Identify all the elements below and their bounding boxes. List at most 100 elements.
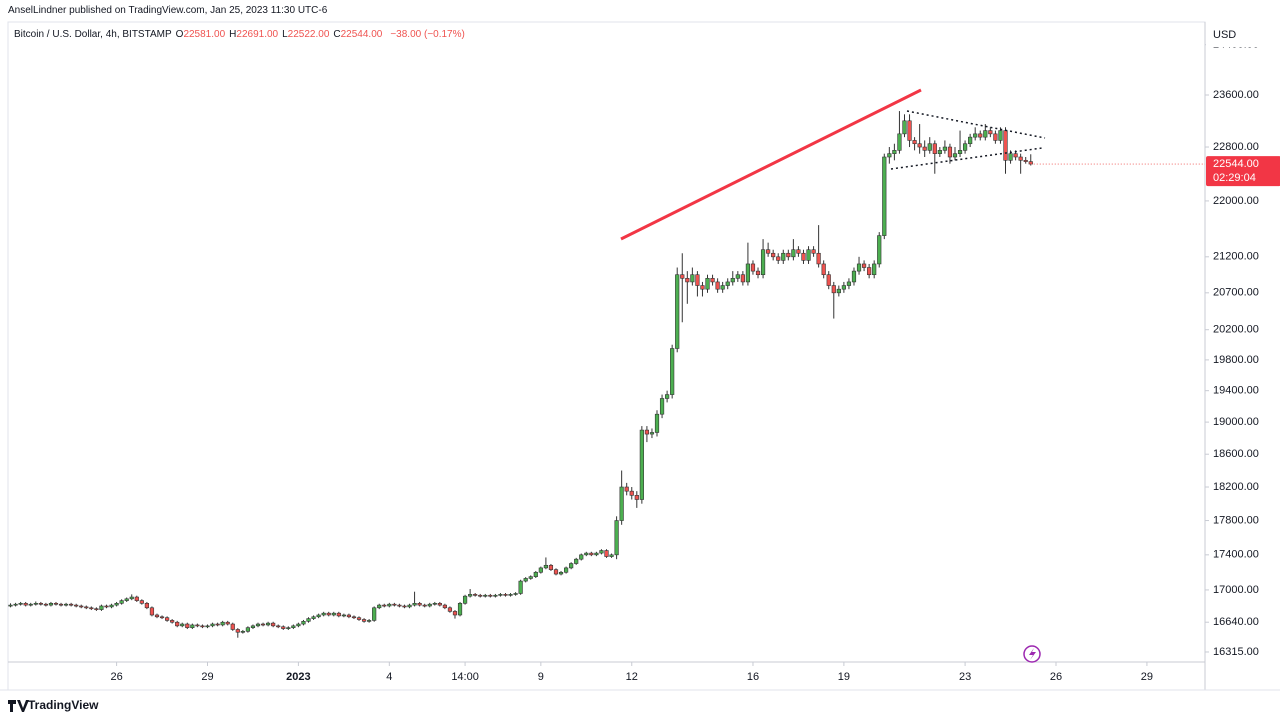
candle-body: [528, 576, 533, 579]
candle-body: [947, 146, 953, 158]
candle-body: [851, 270, 857, 283]
candle-body: [412, 602, 417, 606]
candle-body: [48, 602, 54, 606]
candle-body: [483, 594, 488, 597]
candle-body: [149, 607, 155, 616]
candle-body: [139, 600, 144, 604]
candle-body: [255, 623, 261, 627]
candle-body: [816, 252, 821, 265]
candle-body: [462, 595, 468, 604]
candle-body: [326, 612, 331, 616]
trend-line: [620, 88, 922, 241]
candle-body: [861, 263, 867, 268]
ohlc-key: L: [282, 29, 288, 40]
candle-body: [553, 569, 559, 575]
x-tick-label: 4: [386, 671, 392, 683]
candle-body: [856, 263, 862, 272]
y-tick-label: 19400.00: [1213, 385, 1259, 397]
candle-body: [1018, 156, 1023, 161]
candle-body: [442, 604, 447, 609]
candle-body: [993, 133, 998, 141]
y-tick-label: 20200.00: [1213, 324, 1259, 336]
alert-icon[interactable]: [1023, 645, 1041, 663]
candle-body: [523, 578, 528, 582]
candle-body: [791, 249, 796, 258]
candle-body: [43, 603, 48, 606]
candle-body: [897, 133, 902, 151]
candle-body: [427, 603, 432, 607]
candle-body: [99, 605, 104, 610]
price-ticks: 16315.00 16640.00 17000.00 17400.00 17800.00…: [1205, 39, 1259, 658]
ohlc-key: C: [333, 29, 341, 40]
candle-body: [766, 249, 771, 254]
x-tick-label: 19: [838, 671, 850, 683]
candle-body: [119, 600, 124, 604]
candle-body: [245, 627, 251, 632]
candle-body: [1008, 153, 1013, 161]
candle-body: [114, 602, 119, 606]
candle-body: [962, 143, 968, 151]
triangle-top: [906, 110, 1046, 139]
candle-body: [356, 617, 362, 620]
y-tick-label: 22800.00: [1213, 141, 1259, 153]
y-tick-label: 17400.00: [1213, 549, 1259, 561]
candle-body: [801, 252, 806, 261]
y-tick-label: 22000.00: [1213, 195, 1259, 207]
candle-body: [968, 136, 973, 145]
y-tick-label: 17000.00: [1213, 584, 1259, 596]
candle-body: [538, 567, 543, 573]
candle-body: [634, 495, 639, 500]
candle-body: [584, 552, 589, 556]
candle-body: [13, 603, 18, 606]
candle-body: [200, 625, 205, 628]
candle-body: [124, 598, 129, 601]
candle-body: [397, 604, 402, 607]
candle-body: [609, 554, 614, 557]
candle-body: [872, 263, 877, 276]
candle-body: [599, 550, 604, 554]
candle-body: [387, 603, 392, 607]
candle-body: [730, 278, 735, 283]
candle-body: [170, 620, 175, 623]
candle-body: [493, 594, 498, 597]
candle-body: [291, 625, 296, 628]
y-tick-label: 19800.00: [1213, 354, 1259, 366]
alert-bolt: [1029, 648, 1036, 660]
candle-body: [745, 263, 751, 283]
candle-body: [296, 623, 301, 627]
candle-body: [604, 550, 609, 557]
candle-body: [806, 249, 811, 261]
candle-body: [594, 552, 599, 556]
candle-body: [180, 623, 185, 627]
candle-body: [367, 620, 372, 622]
candle-body: [331, 612, 336, 616]
candle-body: [685, 278, 690, 283]
ohlc-value: 22691.00: [236, 29, 279, 40]
candle-body: [488, 594, 493, 597]
x-tick-label: 26: [110, 671, 122, 683]
candle-body: [821, 263, 826, 276]
candle-body: [983, 130, 988, 138]
candle-body: [185, 623, 190, 628]
y-tick-label: 19000.00: [1213, 416, 1259, 428]
candle-body: [978, 133, 983, 138]
y-tick-label: 18200.00: [1213, 481, 1259, 493]
candle-body: [341, 614, 346, 617]
candle-body: [796, 249, 801, 254]
candle-body: [998, 130, 1003, 141]
ohlc: O22581.00 H22691.00 L22522.00 C22544.00: [176, 29, 387, 40]
candle-body: [846, 281, 852, 286]
candle-body: [159, 616, 165, 619]
brand-logo: [8, 700, 29, 712]
candle-body: [639, 429, 644, 500]
candle-body: [619, 486, 624, 521]
candle-body: [220, 621, 225, 626]
candle-body: [286, 627, 291, 629]
candle-body: [260, 623, 266, 626]
candle-body: [720, 285, 725, 290]
x-tick-label: 23: [959, 671, 971, 683]
candle-body: [735, 274, 740, 279]
candle-body: [680, 274, 685, 279]
candle-body: [225, 621, 230, 625]
candle-body: [750, 263, 756, 272]
